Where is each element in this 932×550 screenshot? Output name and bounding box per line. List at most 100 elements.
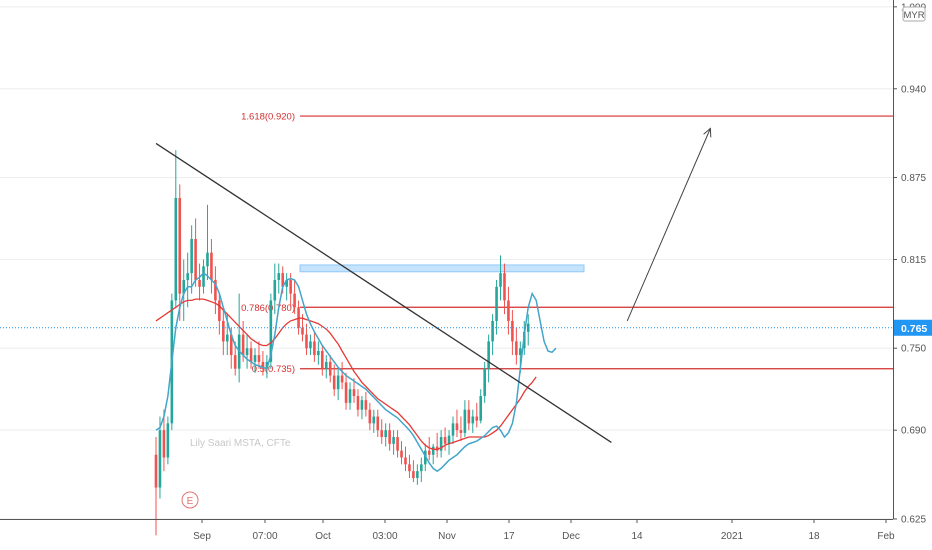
time-tick-label: Feb [877,531,895,542]
candle-body [435,446,439,451]
candle-body [495,286,498,321]
candle-body [214,279,217,301]
candlesticks [154,150,530,536]
candle-body [336,375,340,390]
candle-body [233,355,237,369]
candle-body [455,423,459,431]
candle-body [321,350,324,369]
candle-body [427,450,431,455]
candle-body [328,361,332,376]
candle-body [431,446,435,455]
candle-body [253,355,257,362]
ma-slow-line [155,298,537,450]
candle-body [225,334,229,342]
time-tick-label: Oct [315,531,331,542]
candle-body [400,450,403,458]
candle-body [309,341,312,349]
fib-level-label: 1.618(0.920) [241,112,295,123]
last-price-value: 0.765 [901,323,927,335]
candle-body [459,430,463,433]
time-tick-label: 2021 [721,531,744,542]
candle-body [265,361,269,369]
candle-body [257,355,261,362]
candle-body [269,300,273,362]
candle-body [408,464,411,472]
ma-fast-line [155,272,557,473]
price-tick-label: 0.815 [901,255,926,266]
candle-body [412,471,415,478]
resistance-zone [299,264,585,273]
price-tick-label: 0.750 [901,344,926,355]
candle-body [511,320,514,342]
candle-body [241,334,245,356]
currency-label: MYR [903,10,924,21]
candle-body [340,375,344,383]
candle-body [519,348,522,356]
candle-body [352,389,356,397]
time-axis[interactable]: Sep 07:00 Oct 03:00 Nov 17 Dec 14 2021 18 Feb [0,519,895,542]
candle-body [229,334,233,356]
time-tick-label: 17 [503,531,515,542]
earnings-icon [181,491,199,509]
last-price-box [894,319,932,336]
candle-body [372,416,376,424]
fib-level-label: 0.786(0.780) [241,303,295,314]
candle-body [447,435,451,444]
candle-body [186,273,189,280]
grid-lines [0,6,893,520]
price-tick-label: 0.940 [901,84,926,95]
candle-body [190,238,193,274]
candle-body [206,252,209,267]
candle-body [443,437,447,444]
candle-body [475,416,479,421]
candle-body [174,198,178,301]
time-tick-label: 07:00 [252,531,277,542]
candle-body [166,423,170,458]
price-tick-label: 0.690 [901,426,926,437]
candle-body [467,409,471,424]
time-tick-label: 14 [631,531,643,542]
price-tick-label: 0.875 [901,173,926,184]
author-caption: Lily Saari MSTA, CFTe [190,438,291,449]
candle-body [281,273,285,287]
earnings-marker[interactable]: E [181,491,199,509]
time-tick-label: Dec [562,531,580,542]
candle-body [348,389,352,403]
projection-arrow-head [703,127,712,138]
candle-body [344,382,348,403]
candle-body [245,348,249,356]
candle-body [356,396,360,410]
candle-body [194,238,197,280]
time-tick-label: Nov [438,531,456,542]
candle-body [158,430,162,488]
candle-body [471,416,475,424]
candle-body [487,341,490,369]
candle-body [396,437,399,451]
candle-body [384,430,387,438]
candle-body [499,273,502,287]
fib-level-label: 0.5(0.735) [252,364,295,375]
candle-body [332,375,336,390]
time-tick-label: Sep [193,531,211,542]
candle-body [313,341,316,356]
candle-body [388,430,391,444]
currency-badge-box [902,6,926,22]
time-tick-label: 18 [808,531,820,542]
candle-body [277,273,281,280]
candle-body [324,361,328,369]
candle-body [368,409,372,424]
candle-body [439,437,443,451]
candle-body [249,348,253,362]
candle-body [261,361,265,369]
candle-body [507,300,510,321]
candle-body [301,327,304,335]
projection-arrow [626,128,711,322]
candle-body [218,300,221,321]
trendline [155,142,612,444]
candle-body [404,457,407,465]
candle-body [210,252,213,280]
candle-body [285,279,288,287]
price-tick-label: 0.625 [901,514,926,525]
